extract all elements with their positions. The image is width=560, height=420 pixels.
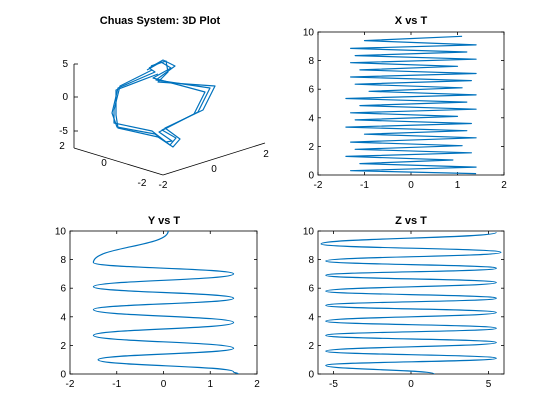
subplot-x-vs-t: X vs T -2 -1 0 1 2 0 2 4 6 8 10 <box>303 15 507 191</box>
y-tick-label: 8 <box>308 56 314 67</box>
x-tick-label: 0 <box>161 379 167 390</box>
title-3d-plot: Chuas System: 3D Plot <box>100 15 221 27</box>
y-tick-label: 6 <box>308 284 314 295</box>
y-tick-label: 2 <box>59 141 65 152</box>
series-line-z <box>320 231 502 375</box>
y-tick-label: 8 <box>308 255 314 266</box>
axes-ticks: -5 0 5 0 2 4 6 8 10 <box>303 227 504 390</box>
x-tick-label: 2 <box>254 379 260 390</box>
y-tick-label: 2 <box>60 341 66 352</box>
series-line-y <box>92 230 239 375</box>
x-tick-label: 2 <box>501 180 507 191</box>
x-tick-label: -1 <box>360 180 369 191</box>
trajectory-3d-loop <box>111 59 211 146</box>
x-tick-label: 1 <box>207 379 213 390</box>
x-ticks: -2 0 2 <box>159 149 270 191</box>
x-tick-label: -2 <box>314 180 323 191</box>
title-z-vs-t: Z vs T <box>395 215 427 227</box>
x-tick-label: -2 <box>159 180 168 191</box>
y-tick-label: 10 <box>55 227 67 238</box>
y-tick-label: 10 <box>303 28 315 39</box>
trajectory-3d <box>111 59 216 148</box>
y-tick-label: 10 <box>303 227 315 238</box>
title-x-vs-t: X vs T <box>395 15 428 27</box>
y-ticks: 2 0 -2 <box>59 141 147 189</box>
y-tick-label: 2 <box>308 341 314 352</box>
x-tick-label: 2 <box>263 149 269 160</box>
z-tick-label: 5 <box>62 59 68 70</box>
y-tick-label: 0 <box>308 171 314 182</box>
axes-ticks: -2 -1 0 1 2 0 2 4 6 8 10 <box>303 28 507 192</box>
title-y-vs-t: Y vs T <box>148 215 180 227</box>
subplot-3d-plot: Chuas System: 3D Plot 5 0 -5 2 0 -2 -2 0… <box>59 15 269 191</box>
y-tick-label: 0 <box>101 158 107 169</box>
axis-3d-box <box>73 64 266 176</box>
trajectory-3d-loop <box>115 60 216 148</box>
y-tick-label: 2 <box>308 142 314 153</box>
y-tick-label: 0 <box>308 370 314 381</box>
x-tick-label: -5 <box>329 379 338 390</box>
series-line-x <box>345 35 477 175</box>
y-tick-label: 6 <box>60 284 66 295</box>
y-tick-label: 6 <box>308 85 314 96</box>
y-tick-label: -2 <box>138 178 147 189</box>
axes-ticks: -2 -1 0 1 2 0 2 4 6 8 10 <box>55 227 260 391</box>
x-tick-label: 0 <box>211 164 217 175</box>
subplot-z-vs-t: Z vs T -5 0 5 0 2 4 6 8 10 <box>303 215 505 390</box>
axes-frame <box>69 230 258 375</box>
z-ticks: 5 0 -5 <box>59 59 78 137</box>
z-tick-label: 0 <box>62 92 68 103</box>
x-tick-label: 0 <box>408 180 414 191</box>
y-tick-label: 4 <box>308 312 314 323</box>
x-tick-label: 5 <box>486 379 492 390</box>
y-tick-label: 4 <box>308 113 314 124</box>
x-axis-line <box>162 142 266 176</box>
x-tick-label: 1 <box>455 180 461 191</box>
y-tick-label: 4 <box>60 312 66 323</box>
subplot-y-vs-t: Y vs T -2 -1 0 1 2 0 2 4 6 8 10 <box>55 215 260 390</box>
z-tick-label: -5 <box>59 126 68 137</box>
x-tick-label: -1 <box>112 379 121 390</box>
y-tick-label: 0 <box>60 370 66 381</box>
x-tick-label: 0 <box>408 379 414 390</box>
y-axis-line <box>73 147 164 176</box>
y-tick-label: 8 <box>60 255 66 266</box>
x-tick-label: -2 <box>66 379 75 390</box>
